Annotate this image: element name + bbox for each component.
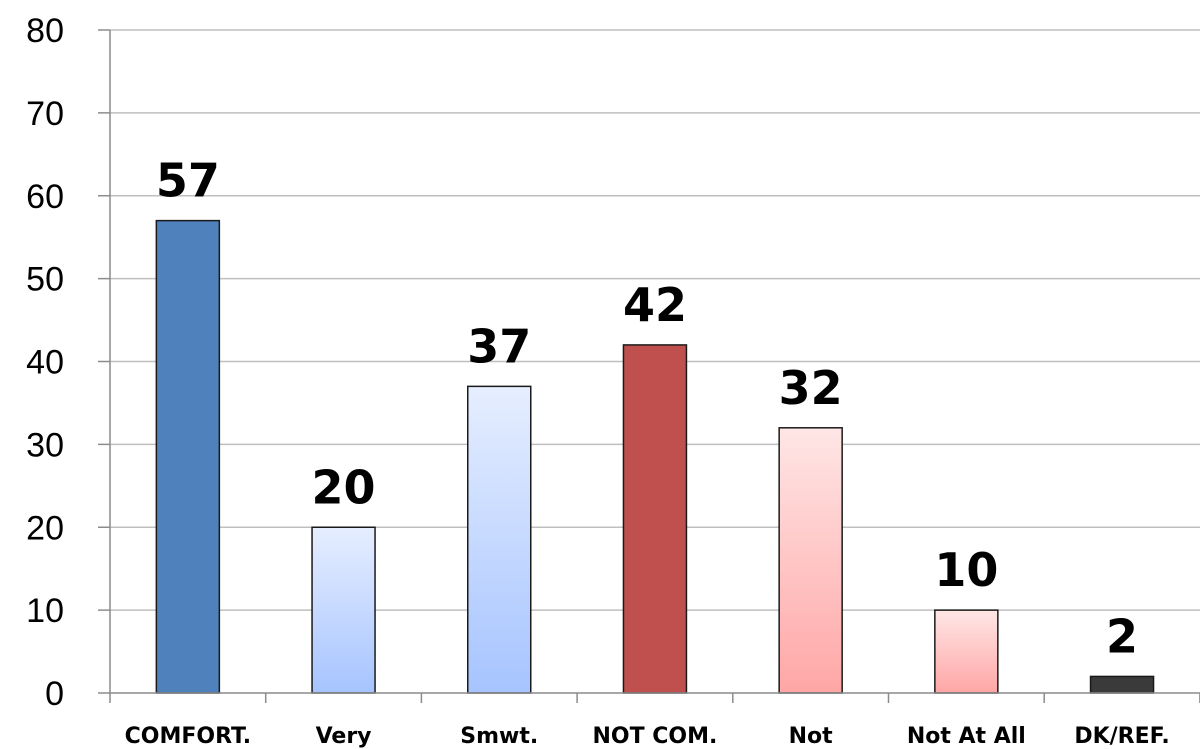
x-tick-label-4: Not [789, 724, 834, 749]
x-tick-label-3: NOT COM. [593, 724, 718, 749]
x-tick-label-5: Not At All [907, 724, 1026, 749]
y-tick-label: 30 [26, 426, 64, 464]
bar-4 [778, 427, 843, 694]
data-label-3: 42 [623, 278, 687, 332]
bar-2 [467, 385, 532, 694]
bar-0 [155, 219, 221, 694]
x-tick-label-6: DK/REF. [1074, 724, 1169, 749]
bar-1 [311, 526, 376, 694]
y-tick-label: 40 [26, 344, 64, 382]
x-tick-label-2: Smwt. [460, 724, 538, 749]
data-labels: 57 20 37 42 32 10 2 [156, 154, 1138, 664]
x-tick-label-0: COMFORT. [125, 724, 251, 749]
data-label-1: 20 [312, 460, 376, 514]
y-tick-label: 20 [26, 509, 64, 547]
y-tick-label: 70 [26, 95, 64, 133]
x-tick-label-1: Very [316, 724, 372, 749]
x-axis-ticks: COMFORT. Very Smwt. NOT COM. Not Not At All DK… [125, 724, 1170, 749]
data-label-6: 2 [1106, 609, 1138, 663]
y-tick-label: 80 [26, 12, 64, 50]
y-tick-label: 50 [26, 261, 64, 299]
y-axis-ticks: 0 10 20 30 40 50 60 70 80 [26, 12, 110, 713]
data-label-0: 57 [156, 154, 220, 208]
data-label-4: 32 [779, 361, 843, 415]
bars [155, 219, 1155, 694]
bar-3 [622, 344, 688, 694]
bar-6 [1089, 675, 1155, 694]
y-tick-label: 60 [26, 178, 64, 216]
bar-5 [934, 609, 999, 694]
y-tick-label: 0 [45, 675, 64, 713]
data-label-2: 37 [467, 319, 531, 373]
data-label-5: 10 [934, 543, 998, 597]
y-tick-label: 10 [26, 592, 64, 630]
